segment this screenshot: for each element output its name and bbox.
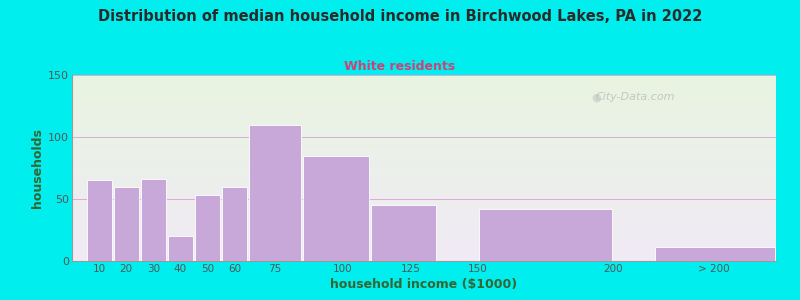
Bar xyxy=(168,236,193,261)
Bar xyxy=(141,179,166,261)
Y-axis label: households: households xyxy=(31,128,44,208)
Text: ●: ● xyxy=(592,92,602,102)
X-axis label: household income ($1000): household income ($1000) xyxy=(330,278,518,291)
Text: City-Data.com: City-Data.com xyxy=(595,92,675,102)
Bar xyxy=(655,248,775,261)
Text: Distribution of median household income in Birchwood Lakes, PA in 2022: Distribution of median household income … xyxy=(98,9,702,24)
Bar xyxy=(249,124,301,261)
Bar xyxy=(195,195,220,261)
Bar xyxy=(86,180,111,261)
Bar xyxy=(303,156,369,261)
Bar xyxy=(371,205,437,261)
Bar xyxy=(114,187,138,261)
Text: White residents: White residents xyxy=(345,60,455,73)
Bar xyxy=(479,209,613,261)
Bar xyxy=(222,187,247,261)
